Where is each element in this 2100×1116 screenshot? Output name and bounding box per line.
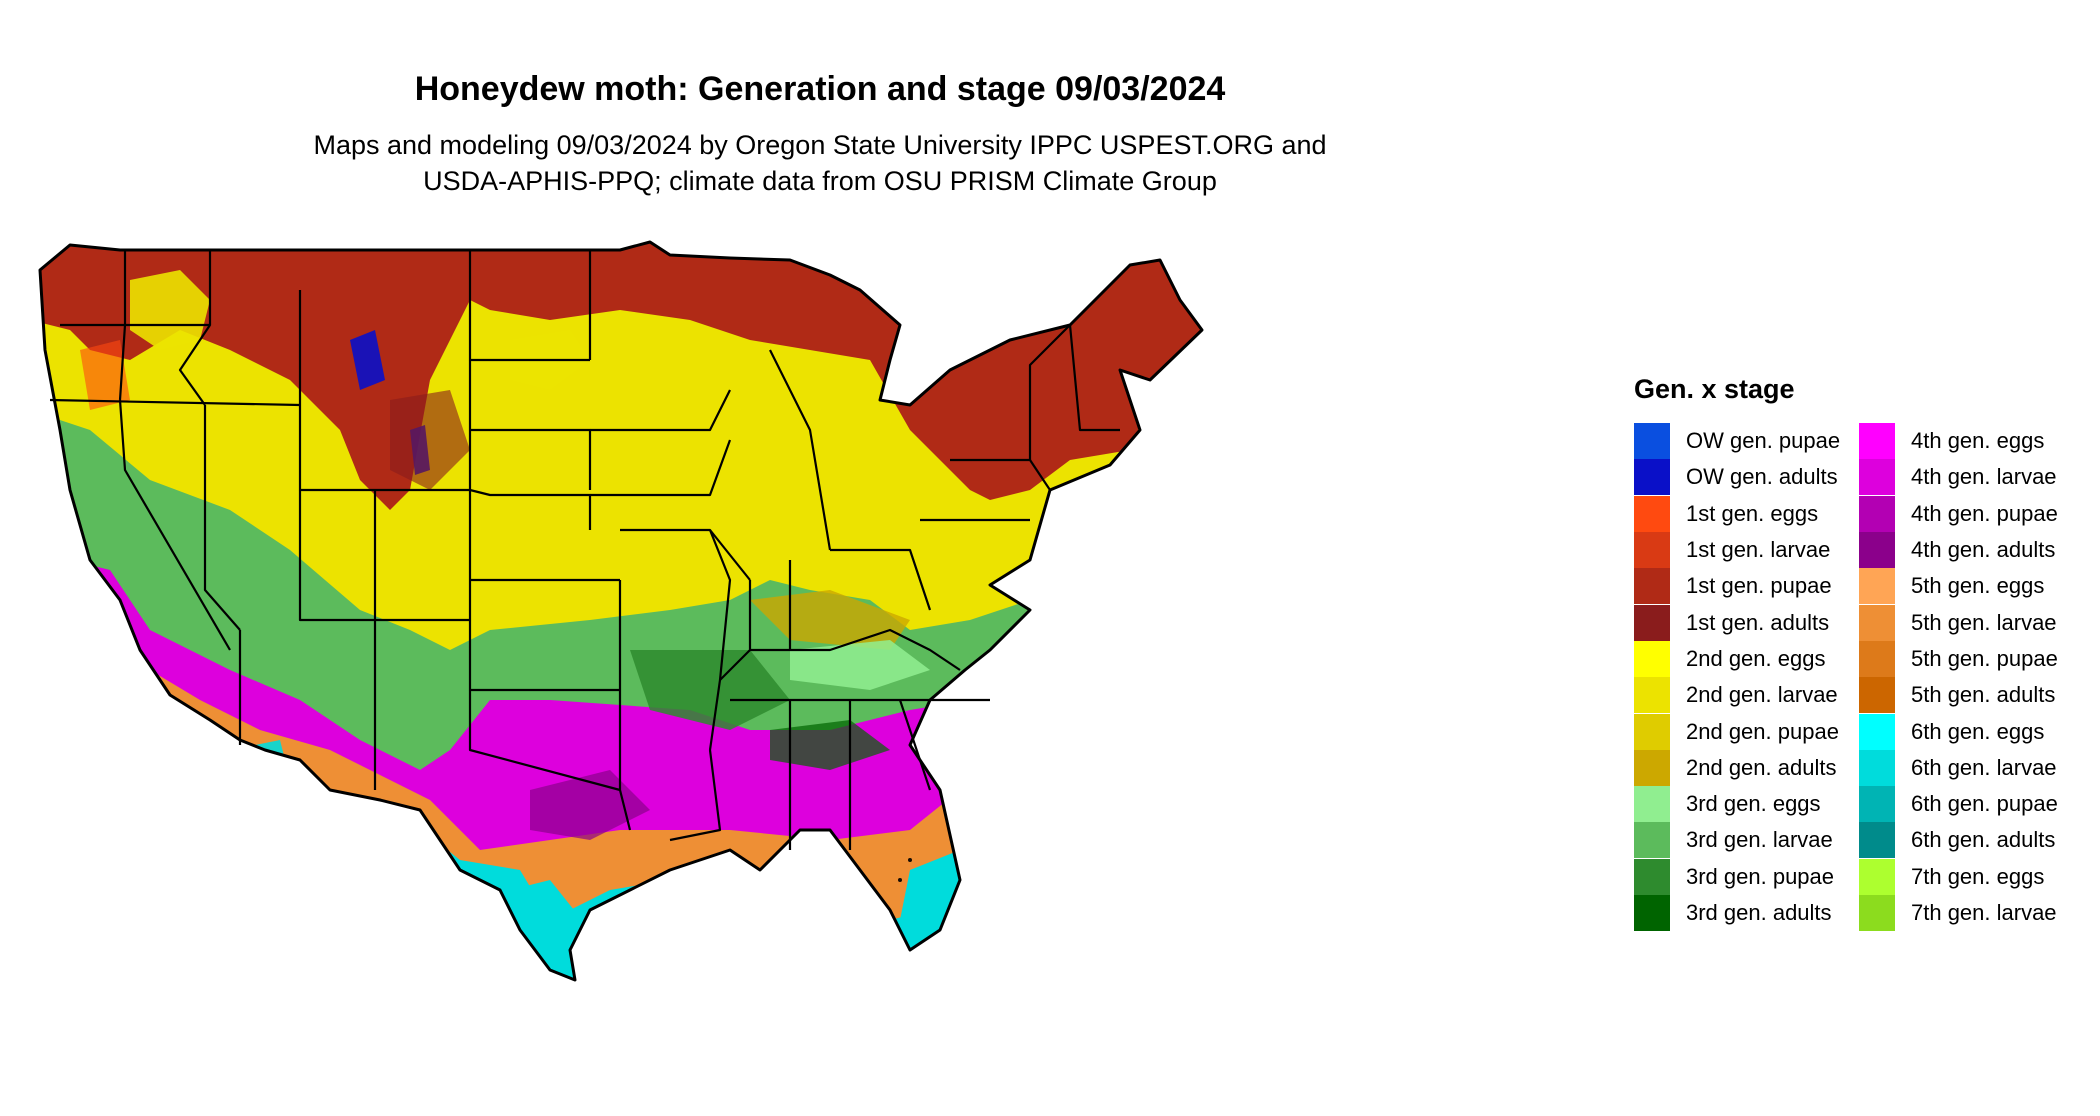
legend-swatch: [1859, 713, 1895, 750]
legend-item: 5th gen. adults: [1859, 677, 2084, 714]
legend-label: 3rd gen. pupae: [1686, 863, 1835, 889]
legend-swatch: [1634, 895, 1670, 931]
legend-item: 5th gen. larvae: [1859, 604, 2084, 641]
legend-swatch: [1634, 786, 1670, 823]
legend-label: 5th gen. larvae: [1911, 609, 2057, 635]
legend-label: 1st gen. pupae: [1686, 573, 1832, 599]
legend-label: 4th gen. pupae: [1911, 500, 2058, 526]
legend-label: 6th gen. eggs: [1911, 718, 2045, 744]
legend-item: 7th gen. larvae: [1859, 895, 2084, 931]
legend-label: 5th gen. pupae: [1911, 645, 2058, 671]
legend-item: 1st gen. larvae: [1634, 532, 1859, 569]
legend-label: 5th gen. adults: [1911, 682, 2056, 708]
legend-swatch: [1859, 822, 1895, 859]
legend-swatch: [1634, 822, 1670, 859]
legend-label: 2nd gen. eggs: [1686, 645, 1826, 671]
legend-swatch: [1859, 459, 1895, 496]
legend-swatch: [1634, 749, 1670, 786]
legend-column-1: OW gen. pupae OW gen. adults 1st gen. eggs…: [1634, 423, 1859, 931]
legend-swatch: [1859, 604, 1895, 641]
legend-label: 4th gen. adults: [1911, 537, 2056, 563]
legend-label: 2nd gen. adults: [1686, 754, 1837, 780]
legend-item: 3rd gen. eggs: [1634, 786, 1859, 823]
legend-label: 1st gen. adults: [1686, 609, 1830, 635]
legend-label: 1st gen. eggs: [1686, 500, 1819, 526]
legend-swatch: [1859, 858, 1895, 895]
legend: Gen. x stage OW gen. pupae OW gen. adults…: [1634, 374, 2084, 931]
map-title: Honeydew moth: Generation and stage 09/0…: [414, 70, 1226, 108]
legend-item: 6th gen. larvae: [1859, 749, 2084, 786]
us-phenology-map: [38, 240, 1204, 982]
legend-label: 4th gen. eggs: [1911, 428, 2045, 454]
legend-item: 3rd gen. larvae: [1634, 822, 1859, 859]
legend-item: 2nd gen. pupae: [1634, 713, 1859, 750]
legend-item: OW gen. pupae: [1634, 423, 1859, 460]
legend-item: 6th gen. eggs: [1859, 713, 2084, 750]
legend-swatch: [1634, 423, 1670, 460]
legend-label: 3rd gen. larvae: [1686, 827, 1833, 853]
legend-swatch: [1859, 532, 1895, 569]
legend-item: 7th gen. eggs: [1859, 858, 2084, 895]
legend-label: 6th gen. adults: [1911, 827, 2056, 853]
legend-item: 3rd gen. adults: [1634, 895, 1859, 931]
legend-swatch: [1859, 495, 1895, 532]
legend-item: 6th gen. pupae: [1859, 786, 2084, 823]
legend-item: 2nd gen. adults: [1634, 749, 1859, 786]
legend-item: 5th gen. pupae: [1859, 640, 2084, 677]
legend-item: 1st gen. pupae: [1634, 568, 1859, 605]
legend-label: OW gen. pupae: [1686, 428, 1841, 454]
legend-item: 3rd gen. pupae: [1634, 858, 1859, 895]
legend-swatch: [1634, 495, 1670, 532]
legend-item: 4th gen. pupae: [1859, 495, 2084, 532]
legend-swatch: [1859, 640, 1895, 677]
legend-label: 7th gen. larvae: [1911, 900, 2057, 925]
legend-swatch: [1634, 713, 1670, 750]
legend-label: 5th gen. eggs: [1911, 573, 2045, 599]
map-subtitle-line-1: Maps and modeling 09/03/2024 by Oregon S…: [313, 130, 1327, 160]
legend-label: 3rd gen. eggs: [1686, 791, 1821, 817]
legend-swatch: [1859, 749, 1895, 786]
legend-item: 5th gen. eggs: [1859, 568, 2084, 605]
legend-title: Gen. x stage: [1634, 374, 1795, 404]
legend-swatch: [1634, 604, 1670, 641]
legend-swatch: [1634, 568, 1670, 605]
legend-swatch: [1859, 786, 1895, 823]
legend-label: 3rd gen. adults: [1686, 900, 1832, 925]
legend-swatch: [1859, 423, 1895, 460]
legend-column-2: 4th gen. eggs 4th gen. larvae 4th gen. pup…: [1859, 423, 2084, 931]
legend-label: 2nd gen. larvae: [1686, 682, 1838, 708]
legend-label: 4th gen. larvae: [1911, 464, 2057, 490]
legend-label: 1st gen. larvae: [1686, 537, 1831, 563]
legend-label: 6th gen. larvae: [1911, 754, 2057, 780]
legend-swatch: [1634, 532, 1670, 569]
legend-label: 6th gen. pupae: [1911, 791, 2058, 817]
legend-swatch: [1634, 858, 1670, 895]
legend-swatch: [1634, 640, 1670, 677]
legend-item: 1st gen. eggs: [1634, 495, 1859, 532]
legend-item: 2nd gen. larvae: [1634, 677, 1859, 714]
legend-swatch: [1634, 459, 1670, 496]
legend-item: 1st gen. adults: [1634, 604, 1859, 641]
legend-item: 4th gen. adults: [1859, 532, 2084, 569]
legend-swatch: [1859, 677, 1895, 714]
legend-item: 2nd gen. eggs: [1634, 640, 1859, 677]
legend-item: 6th gen. adults: [1859, 822, 2084, 859]
legend-item: 4th gen. larvae: [1859, 459, 2084, 496]
legend-swatch: [1859, 568, 1895, 605]
legend-item: OW gen. adults: [1634, 459, 1859, 496]
legend-item: 4th gen. eggs: [1859, 423, 2084, 460]
legend-label: 7th gen. eggs: [1911, 863, 2045, 889]
map-subtitle-line-2: USDA-APHIS-PPQ; climate data from OSU PR…: [423, 166, 1217, 196]
legend-label: 2nd gen. pupae: [1686, 718, 1839, 744]
legend-swatch: [1859, 895, 1895, 931]
legend-swatch: [1634, 677, 1670, 714]
legend-label: OW gen. adults: [1686, 464, 1838, 490]
